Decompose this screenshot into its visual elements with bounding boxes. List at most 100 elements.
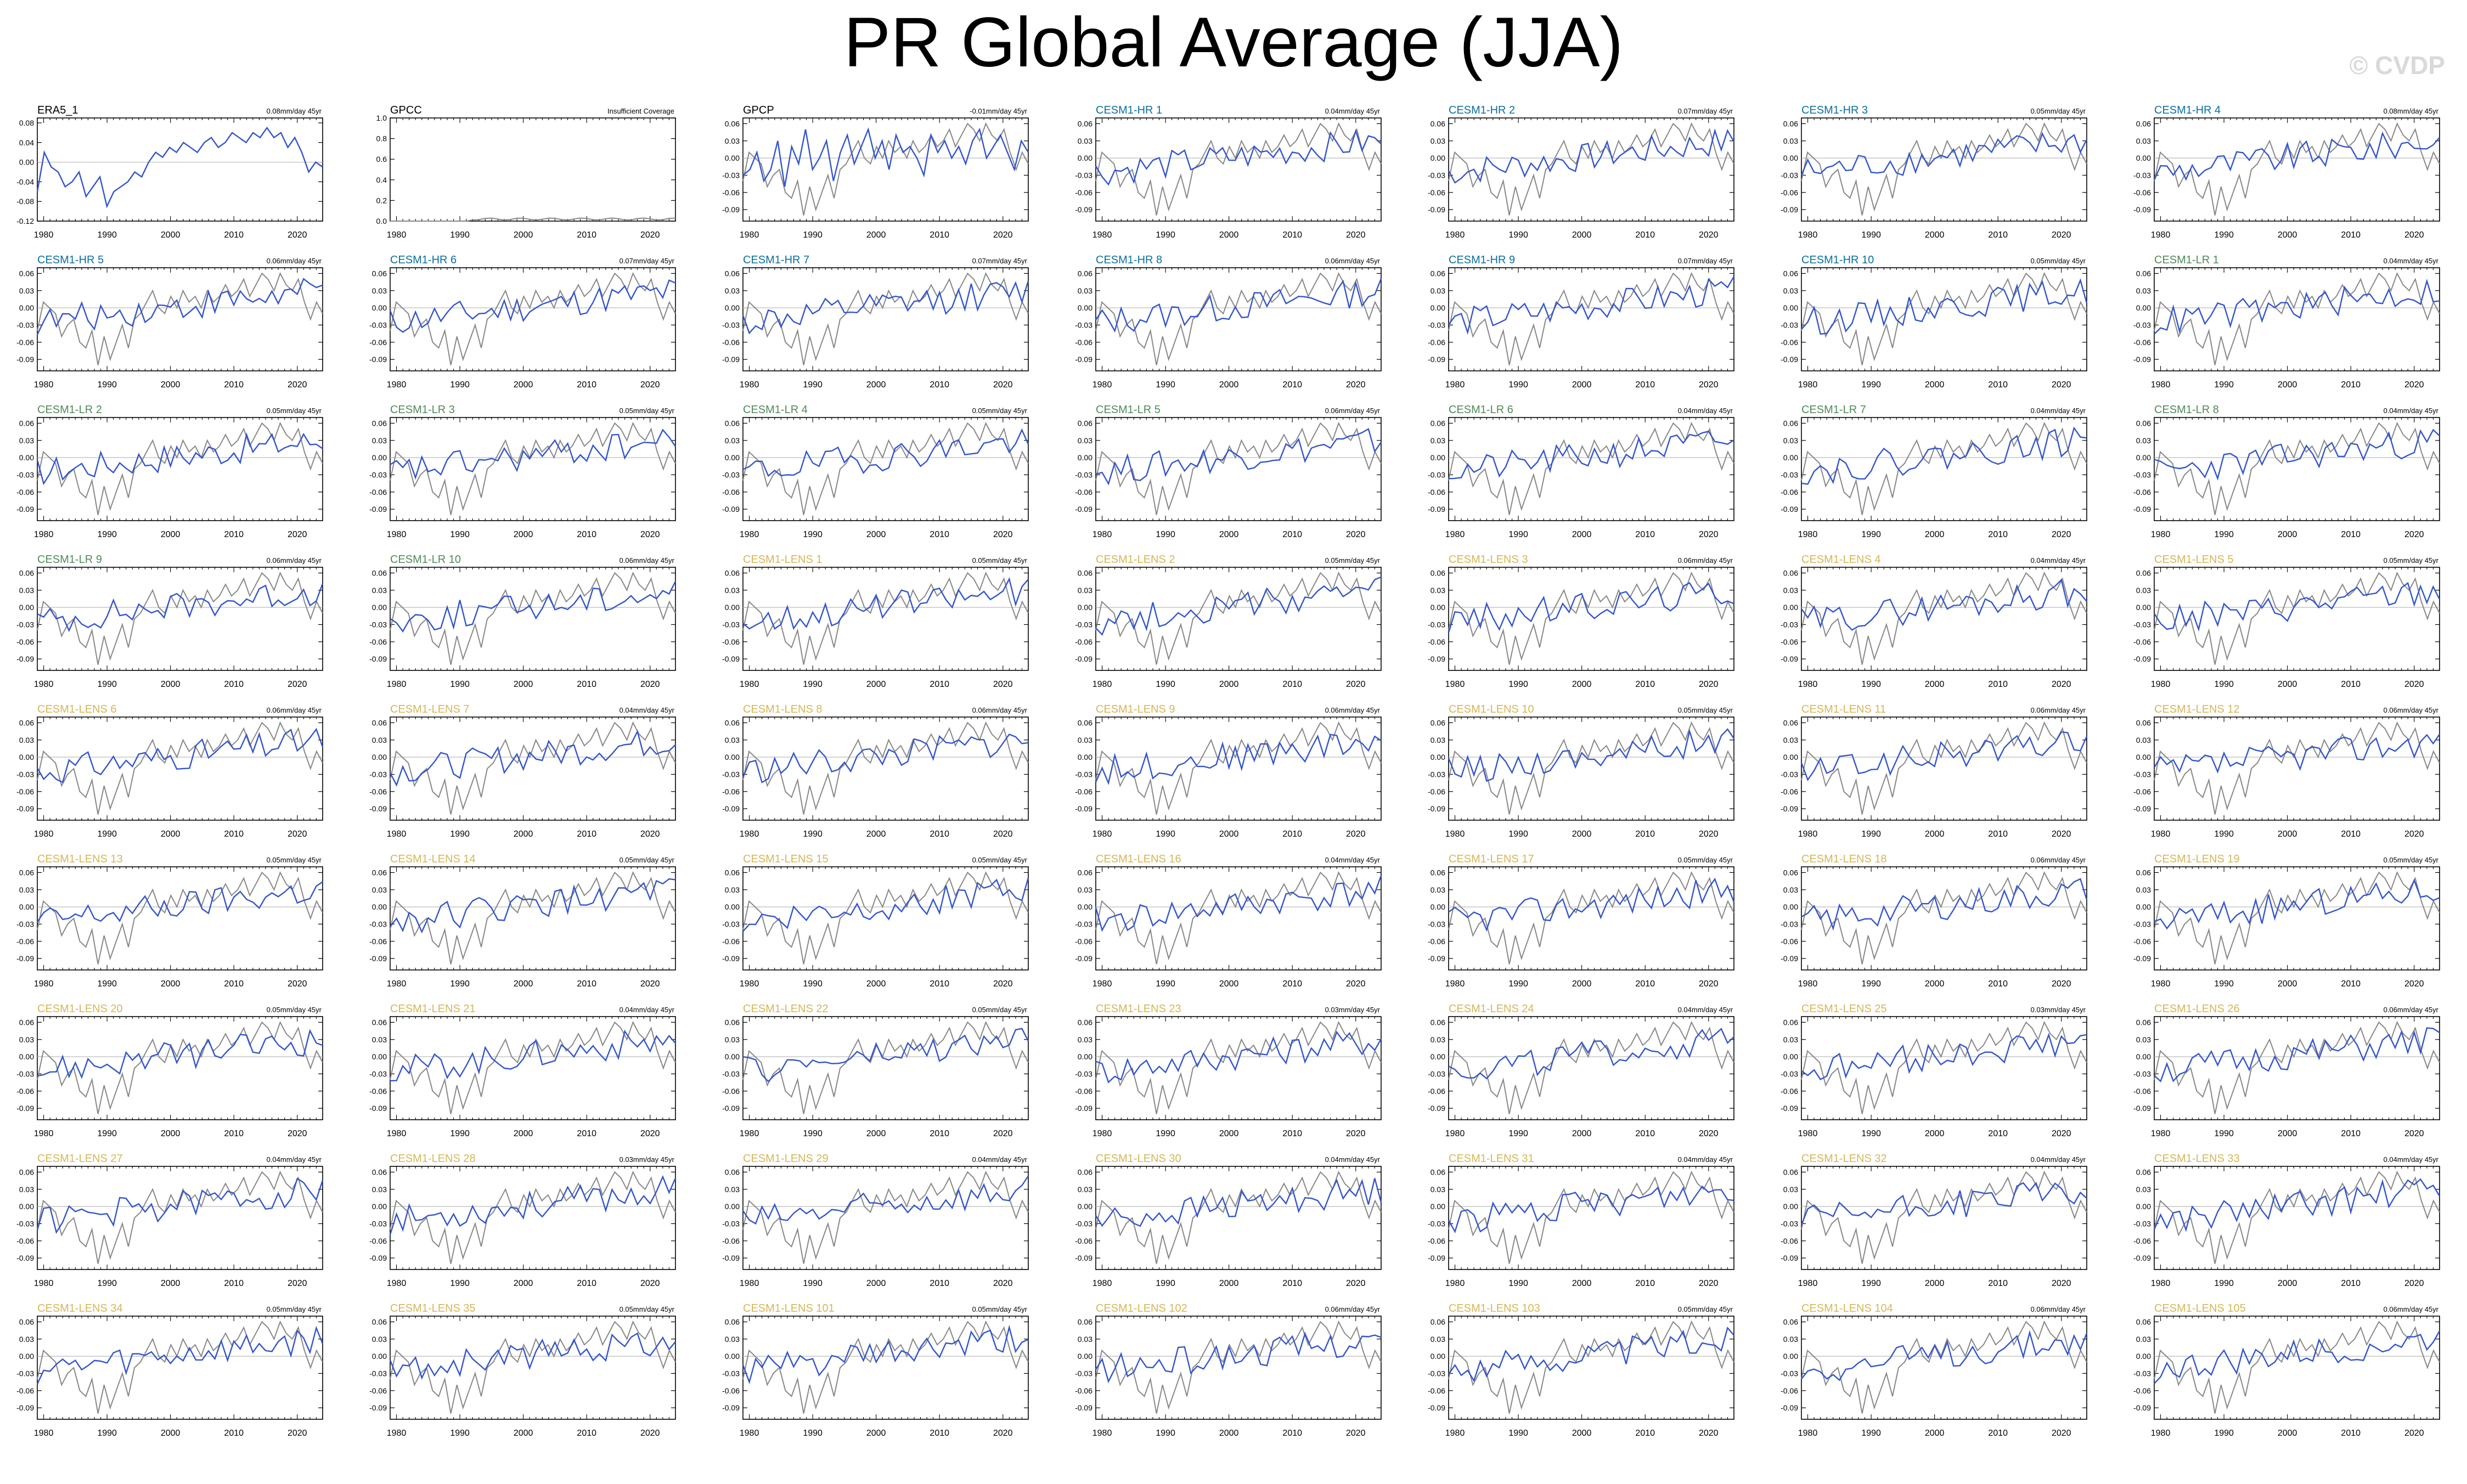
y-tick-label: 0.06 [1078,868,1092,877]
model-series-line [1801,278,2088,335]
trend-label: 0.05mm/day 45yr [2384,556,2439,565]
x-tick-label: 2000 [1572,530,1592,539]
x-tick-label: 1990 [97,830,117,839]
x-tick-label: 2010 [224,979,244,989]
x-tick-label: 1980 [1445,380,1465,390]
trend-label: 0.06mm/day 45yr [972,706,1028,714]
y-tick-label: -0.03 [369,470,387,479]
x-tick-label: 2000 [1925,530,1945,539]
x-tick-label: 2000 [1572,979,1592,989]
plot-frame [742,567,1029,671]
model-series-line [2154,279,2440,335]
x-tick-label: 2000 [1572,680,1592,689]
y-tick-label: -0.03 [16,770,34,778]
y-tick-label: -0.03 [1075,620,1092,629]
y-tick-label: -0.06 [1781,338,1798,347]
model-series-line [1800,132,2088,176]
y-tick-label: 0.00 [19,453,34,462]
x-tick-label: 2010 [1988,979,2008,989]
trend-label: 0.06mm/day 45yr [1678,556,1733,565]
y-tick-label: 0.06 [725,119,740,128]
panel-cesm1-lens-7: CESM1-LENS 7 0.04mm/day 45yr 0.06 0.03 0.00 -… [369,703,676,839]
y-tick-label: 0.06 [1783,419,1798,427]
x-tick-label: 2010 [224,380,244,390]
y-tick-label: 0.06 [1430,568,1445,577]
y-tick-label: 0.06 [1430,419,1445,427]
y-tick-label: 0.00 [372,753,387,761]
y-tick-label: 0.03 [1078,436,1092,445]
x-tick-label: 2000 [1925,680,1945,689]
x-tick-label: 1990 [1861,680,1881,689]
y-tick-label: 0.03 [372,586,387,595]
x-tick-label: 1980 [2151,380,2171,390]
trend-label: 0.06mm/day 45yr [1325,407,1381,415]
y-tick-label: -0.08 [16,197,34,206]
x-tick-label: 1990 [1508,830,1528,839]
y-tick-label: 0.00 [1783,603,1798,612]
x-tick-label: 1990 [2214,530,2234,539]
y-tick-label: 0.00 [372,303,387,312]
y-tick-label: 0.06 [1430,269,1445,278]
y-tick-label: 0.03 [1430,137,1445,145]
x-tick-label: 2000 [866,979,886,989]
panel-title: CESM1-LENS 17 [1449,853,1534,865]
y-tick-label: -0.06 [16,637,34,646]
x-tick-label: 2020 [1346,979,1366,989]
panel-cesm1-lr-9: CESM1-LR 9 0.06mm/day 45yr 0.06 0.03 0.00 -0.… [16,554,324,689]
x-tick-label: 2010 [930,230,949,240]
x-tick-label: 1980 [387,530,407,539]
trend-label: 0.08mm/day 45yr [267,107,322,115]
model-series-line [742,877,1029,932]
panel-cesm1-lens-2: CESM1-LENS 2 0.05mm/day 45yr 0.06 0.03 0.00 -… [1075,554,1382,689]
y-tick-label: -0.09 [369,804,387,813]
x-tick-label: 2020 [993,230,1013,240]
y-tick-label: -0.03 [2133,770,2151,778]
obs-series-line [742,122,1029,216]
x-tick-label: 2000 [2278,380,2297,390]
x-tick-label: 1980 [1798,830,1818,839]
y-tick-label: -0.03 [1428,919,1445,928]
panel-title: CESM1-LR 5 [1096,404,1161,416]
model-series-line [742,733,1029,783]
x-tick-label: 2000 [161,380,181,390]
model-series-line [390,428,676,480]
model-series-line [1447,728,1734,782]
trend-label: 0.08mm/day 45yr [2384,107,2439,115]
panel-cesm1-lens-10: CESM1-LENS 10 0.05mm/day 45yr 0.06 0.03 0.00… [1428,703,1734,839]
panel-cesm1-lens-3: CESM1-LENS 3 0.06mm/day 45yr 0.06 0.03 0.00 -… [1428,554,1734,689]
x-tick-label: 1990 [97,530,117,539]
obs-series-line [2154,421,2440,515]
y-tick-label: 0.06 [372,269,387,278]
y-tick-label: 0.03 [1430,736,1445,744]
y-tick-label: -0.09 [2133,505,2151,514]
panel-cesm1-lens-8: CESM1-LENS 8 0.06mm/day 45yr 0.06 0.03 0.00 -… [722,703,1029,839]
y-tick-label: -0.09 [1075,954,1092,963]
panel-cesm1-lens-11: CESM1-LENS 11 0.06mm/day 45yr 0.06 0.03 0.00… [1781,703,2088,839]
obs-series-line [1801,421,2087,515]
y-tick-label: 0.00 [725,603,740,612]
y-tick-label: 0.03 [2136,137,2151,145]
x-tick-label: 2000 [866,680,886,689]
y-tick-label: 0.03 [725,586,740,595]
y-tick-label: 0.06 [19,868,34,877]
y-tick-label: -0.09 [2133,654,2151,663]
x-tick-label: 2020 [1699,230,1719,240]
y-tick-label: -0.09 [1428,954,1445,963]
panel-cesm1-hr-7: CESM1-HR 7 0.07mm/day 45yr 0.06 0.03 0.00 -0.… [722,254,1029,390]
panel-title: CESM1-LR 1 [2154,254,2219,266]
x-tick-label: 2020 [1346,380,1366,390]
y-tick-label: 0.03 [2136,885,2151,894]
y-tick-label: 0.03 [1078,286,1092,295]
y-tick-label: 0.06 [2136,568,2151,577]
plot-frame [1801,866,2087,970]
obs-series-line [1095,421,1382,515]
panel-title: CESM1-LR 9 [37,554,102,566]
x-tick-label: 1980 [1092,380,1112,390]
y-tick-label: 0.06 [19,419,34,427]
x-tick-label: 1990 [2214,380,2234,390]
x-tick-label: 2020 [288,979,307,989]
x-tick-label: 1980 [1798,380,1818,390]
model-series-line [2153,582,2441,632]
x-tick-label: 2000 [1219,979,1239,989]
x-tick-label: 1980 [2151,530,2171,539]
